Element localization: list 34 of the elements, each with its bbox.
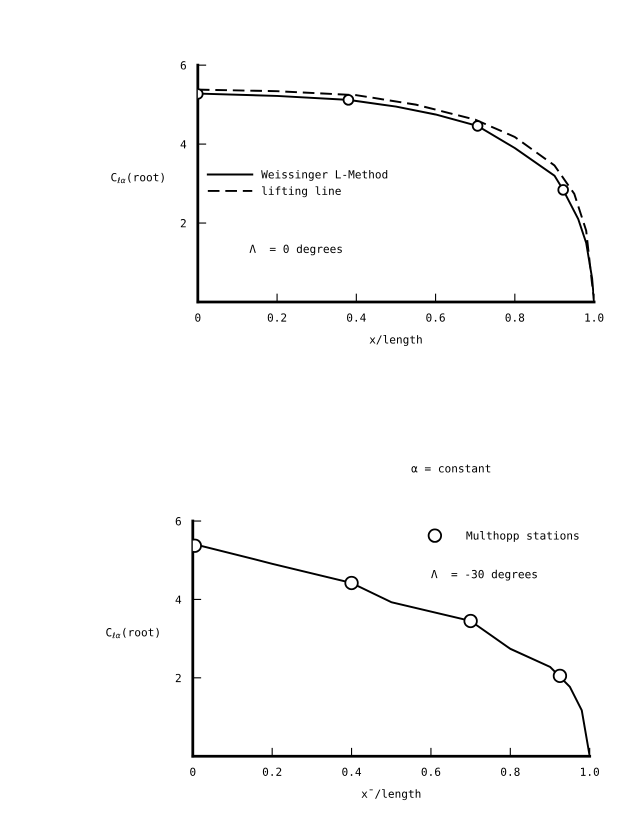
x-tick-label: 0.4	[347, 313, 366, 322]
x-tick-label: 0.8	[506, 313, 524, 322]
annotation: Λ = 0 degrees	[250, 244, 342, 256]
x-tick-label: 0.4	[342, 768, 362, 776]
y-tick-label: 2	[180, 219, 186, 228]
legend-label: lifting line	[262, 186, 341, 198]
y-axis-title: C$_{ℓα}$(root)	[106, 628, 159, 638]
y-tick-label: 4	[180, 140, 186, 148]
point	[557, 184, 569, 196]
x-tick-label: 0.6	[426, 313, 445, 322]
legend-label: Weissinger L-Method	[261, 170, 388, 181]
text: α = constant	[411, 464, 490, 473]
x-tick-label: 0.6	[422, 768, 440, 776]
y-tick-label: 2	[176, 674, 181, 682]
point	[344, 576, 359, 590]
legend-label: Multhopp stations	[466, 531, 579, 542]
y-tick-label: 4	[176, 596, 182, 604]
y-axis-title: C$_{ℓα}$(root)	[111, 172, 164, 184]
x-tick-label: 0	[190, 768, 196, 776]
x-axis-title: x/length	[370, 335, 422, 346]
y-tick-label: 6	[176, 517, 181, 526]
y-tick-label: 6	[180, 61, 186, 70]
point	[472, 120, 484, 132]
point	[342, 94, 354, 106]
x-tick-label: 0.2	[262, 768, 282, 776]
x-tick-label: 1.0	[580, 768, 600, 776]
point	[463, 614, 478, 628]
x-tick-label: 0.2	[268, 313, 286, 322]
x-axis-title: x̄/length	[362, 789, 420, 800]
x-tick-label: 0	[195, 313, 200, 322]
x-tick-label: 0.8	[501, 768, 520, 776]
x-tick-label: 1.0	[585, 313, 604, 322]
annotation: Λ = -30 degrees	[431, 570, 537, 581]
point	[552, 668, 568, 684]
